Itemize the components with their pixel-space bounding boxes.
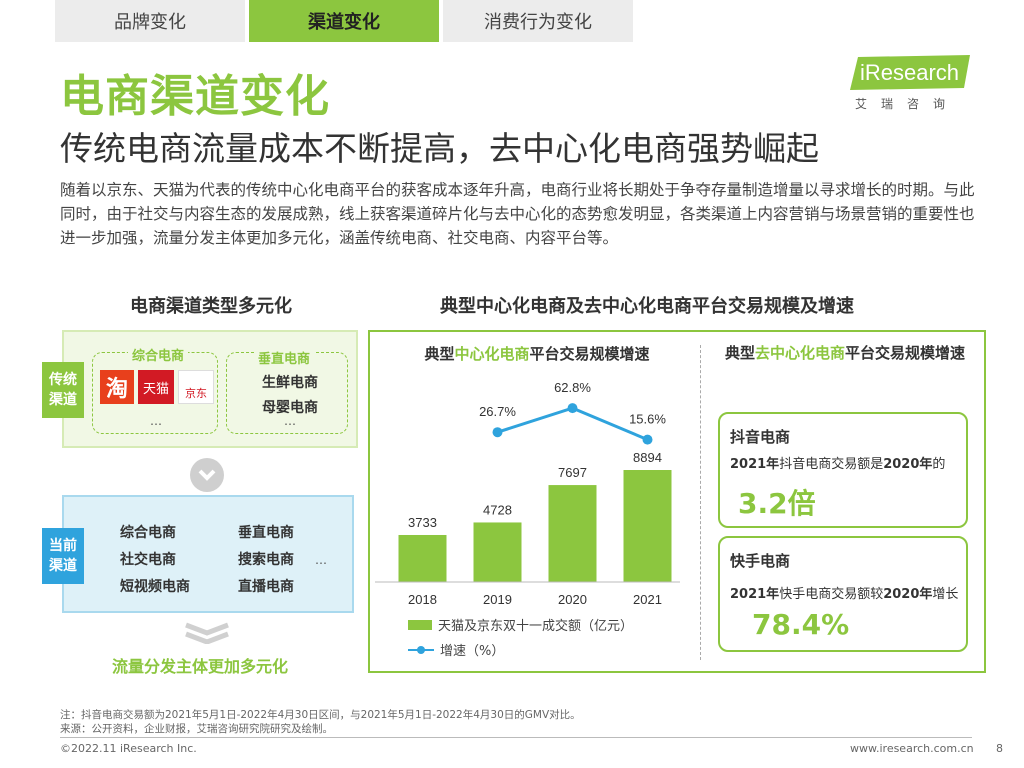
card-douyin-value: 3.2倍: [738, 487, 816, 520]
card-douyin: 抖音电商 2021年抖音电商交易额是2020年的 3.2倍: [718, 412, 968, 528]
tab-consumer-behavior-change[interactable]: 消费行为变化: [443, 0, 633, 42]
x-tick-2021: 2021: [633, 592, 662, 607]
card-douyin-year2: 2020年: [883, 457, 933, 472]
current-item-live: 直播电商: [238, 579, 294, 595]
growth-point-2019: [492, 427, 503, 438]
logo-cn-text: 艾瑞咨询: [855, 97, 960, 111]
legend-bar: 天猫及京东双十一成交额（亿元）: [408, 615, 633, 634]
chart-title-highlight: 中心化电商: [454, 345, 530, 363]
card-kuaishou-name: 快手电商: [730, 552, 791, 570]
current-item-search: 搜索电商: [238, 552, 294, 568]
growth-label-2021: 15.6%: [629, 412, 666, 427]
intro-paragraph: 随着以京东、天猫为代表的传统中心化电商平台的获客成本逐年升高，电商行业将长期处于…: [60, 181, 975, 247]
x-tick-2020: 2020: [558, 592, 587, 607]
footer-copyright: ©2022.11 iResearch Inc.: [60, 742, 197, 755]
chart-title-post: 平台交易规模增速: [529, 345, 650, 363]
tab-brand-change[interactable]: 品牌变化: [55, 0, 245, 42]
legend-bar-label: 天猫及京东双十一成交额（亿元）: [438, 619, 634, 634]
decentralized-title: 典型去中心化电商平台交易规模增速: [712, 343, 978, 363]
legend-line-swatch: [408, 645, 434, 654]
growth-label-2020: 62.8%: [554, 380, 591, 395]
taobao-logo: 淘: [100, 370, 134, 404]
note-line: 注：抖音电商交易额为2021年5月1日-2022年4月30日区间，与2021年5…: [60, 709, 581, 721]
card-kuaishou: 快手电商 2021年快手电商交易额较2020年增长 78.4%: [718, 536, 968, 652]
current-more: …: [315, 553, 327, 567]
current-channel-tag: 当前渠道: [42, 528, 84, 584]
card-kuaishou-year1: 2021年: [730, 587, 780, 602]
footer-url[interactable]: www.iresearch.com.cn: [850, 742, 974, 755]
card-kuaishou-mid: 快手电商交易额较: [779, 587, 884, 602]
vertical-more: …: [284, 414, 296, 428]
current-item-comprehensive: 综合电商: [120, 525, 176, 541]
chart-title: 典型中心化电商平台交易规模增速: [382, 343, 692, 364]
comprehensive-ecommerce-title: 综合电商: [128, 345, 189, 364]
growth-point-2020: [567, 403, 578, 414]
combo-chart: 3733 2018 4728 2019 7697 2020 8894 2021 26.7% 62.…: [375, 380, 680, 607]
right-title-highlight: 去中心化电商: [754, 344, 845, 362]
flow-distribution-text: 流量分发主体更加多元化: [112, 657, 289, 676]
current-tag-text: 当前渠道: [49, 538, 77, 574]
card-douyin-text: 2021年抖音电商交易额是2020年的: [730, 454, 965, 476]
logo-text: iResearch: [860, 60, 959, 85]
vertical-item-baby: 母婴电商: [262, 400, 318, 416]
traditional-tag-text: 传统渠道: [49, 372, 77, 408]
chart-title-pre: 典型: [424, 345, 455, 363]
card-kuaishou-tail: 增长: [932, 587, 959, 602]
vertical-ecommerce-title: 垂直电商: [254, 348, 315, 367]
card-kuaishou-year2: 2020年: [883, 587, 933, 602]
card-kuaishou-value: 78.4%: [752, 608, 850, 641]
legend-line-label: 增速（%）: [440, 644, 505, 659]
left-heading: 电商渠道类型多元化: [130, 296, 292, 317]
right-title-pre: 典型: [724, 344, 755, 362]
notes: 注：抖音电商交易额为2021年5月1日-2022年4月30日区间，与2021年5…: [60, 708, 581, 736]
bar-2019: [473, 522, 522, 582]
bar-label-2018: 3733: [408, 515, 437, 530]
legend-line: 增速（%）: [408, 640, 504, 659]
bar-2018: [398, 534, 447, 582]
page-number: 8: [996, 742, 1003, 755]
tmall-logo: 天猫: [138, 370, 174, 404]
bar-label-2019: 4728: [483, 502, 512, 517]
panel-divider: [700, 345, 701, 660]
logo-mark: iResearch: [850, 55, 970, 90]
right-heading: 典型中心化电商及去中心化电商平台交易规模及增速: [440, 296, 854, 317]
right-panel: [368, 330, 986, 673]
current-item-vertical: 垂直电商: [238, 525, 294, 541]
bar-2020: [548, 485, 597, 582]
bar-label-2020: 7697: [558, 465, 587, 480]
x-tick-2018: 2018: [408, 592, 437, 607]
current-item-social: 社交电商: [120, 552, 176, 568]
page-title: 电商渠道变化: [60, 71, 330, 122]
source-line: 来源：公开资料，企业财报，艾瑞咨询研究院研究及绘制。: [60, 723, 333, 735]
current-channel-box: [62, 495, 354, 613]
chevron-down-icon: [190, 458, 224, 492]
card-kuaishou-text: 2021年快手电商交易额较2020年增长: [730, 584, 965, 606]
growth-label-2019: 26.7%: [479, 404, 516, 419]
x-tick-2019: 2019: [483, 592, 512, 607]
tab-channel-change[interactable]: 渠道变化: [249, 0, 439, 42]
iresearch-logo: iResearch 艾瑞咨询: [850, 55, 975, 115]
bar-label-2021: 8894: [633, 450, 662, 465]
vertical-item-fresh: 生鲜电商: [262, 375, 318, 391]
jd-logo: 京东: [178, 370, 214, 404]
page-subtitle: 传统电商流量成本不断提高，去中心化电商强势崛起: [60, 129, 819, 168]
card-douyin-name: 抖音电商: [730, 428, 791, 446]
double-chevron-icon: [182, 622, 232, 648]
growth-point-2021: [642, 434, 653, 445]
legend-bar-swatch: [408, 619, 432, 630]
footer-divider: [60, 737, 972, 738]
bar-2021: [623, 470, 672, 582]
right-title-post: 平台交易规模增速: [845, 344, 966, 362]
top-tabs: 品牌变化 渠道变化 消费行为变化: [55, 0, 633, 42]
card-douyin-tail: 的: [932, 457, 946, 472]
comprehensive-more: …: [150, 414, 162, 428]
card-douyin-mid: 抖音电商交易额是: [779, 457, 884, 472]
traditional-channel-tag: 传统渠道: [42, 362, 84, 418]
card-douyin-year1: 2021年: [730, 457, 780, 472]
current-item-short-video: 短视频电商: [120, 579, 190, 595]
